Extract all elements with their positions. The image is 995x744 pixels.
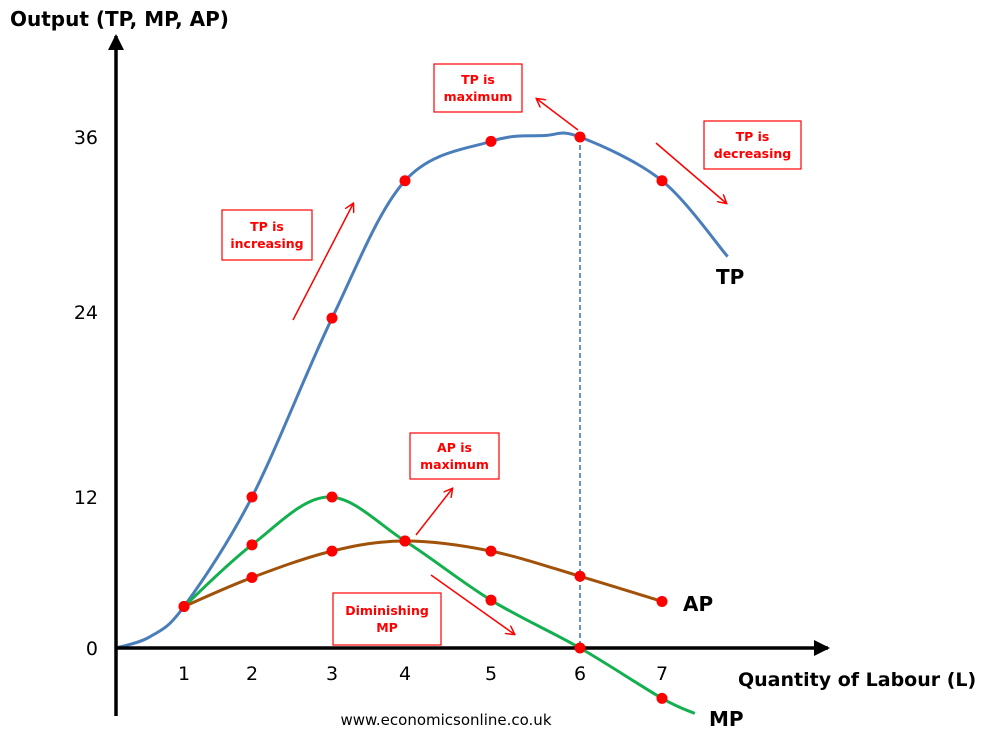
annotation-text: maximum [420,457,489,472]
series-ap-point [178,600,190,612]
origin-label: 0 [86,638,98,660]
series-tp-point [574,131,586,143]
annotation-arrow [415,489,452,536]
series-mp-point [485,594,497,606]
annotation-text: TP is [250,219,284,234]
series-mp-line [182,495,696,715]
annotation-arrow [655,142,726,203]
series-ap-point [656,595,668,607]
x-axis-label: Quantity of Labour (L) [738,669,976,691]
annotation-box: TP is decreasing [703,120,802,170]
series-label-tp: TP [716,265,744,289]
annotation-text: TP is [736,129,770,144]
annotation-arrow [537,99,579,131]
annotation-text: TP is [461,72,495,87]
x-tick-label: 5 [485,663,497,685]
annotation-box: TP is increasing [221,209,313,261]
x-tick-label: 1 [178,663,190,685]
series-tp-point [485,135,497,147]
x-tick-label: 7 [656,663,668,685]
series-mp-point [574,642,586,654]
y-tick-label: 12 [74,487,98,509]
annotation-text: increasing [230,236,303,251]
annotation-text: Diminishing [345,603,429,618]
series-mp-point [246,539,258,551]
x-tick-label: 2 [246,663,258,685]
series-label-ap: AP [683,592,713,616]
y-axis-label: Output (TP, MP, AP) [10,7,229,31]
series-tp-point [656,175,668,187]
y-tick-label: 24 [74,302,98,324]
annotation-box: Diminishing MP [332,592,442,646]
annotation-arrow [292,204,353,321]
series-tp-point [246,491,258,503]
series-ap-point [485,545,497,557]
annotation-box: AP is maximum [409,432,500,480]
x-tick-label: 6 [574,663,586,685]
series-tp-point [399,175,411,187]
series-mp-point [656,692,668,704]
source-label: www.economicsonline.co.uk [340,711,551,729]
x-tick-label: 4 [399,663,411,685]
annotation-text: decreasing [714,146,791,161]
series-ap-point [246,572,258,584]
series-ap-point [399,535,411,547]
annotation-text: maximum [444,89,513,104]
annotation-text: AP is [437,440,472,455]
series-ap-point [574,570,586,582]
series-tp-point [326,312,338,324]
series-ap-point [326,545,338,557]
series-label-mp: MP [709,707,744,731]
series-tp-line [115,131,729,650]
annotation-arrow [430,574,514,634]
y-tick-label: 36 [74,127,98,149]
series-mp-point [326,491,338,503]
annotation-text: MP [376,620,398,635]
annotation-box: TP is maximum [433,63,523,113]
x-tick-label: 3 [326,663,338,685]
